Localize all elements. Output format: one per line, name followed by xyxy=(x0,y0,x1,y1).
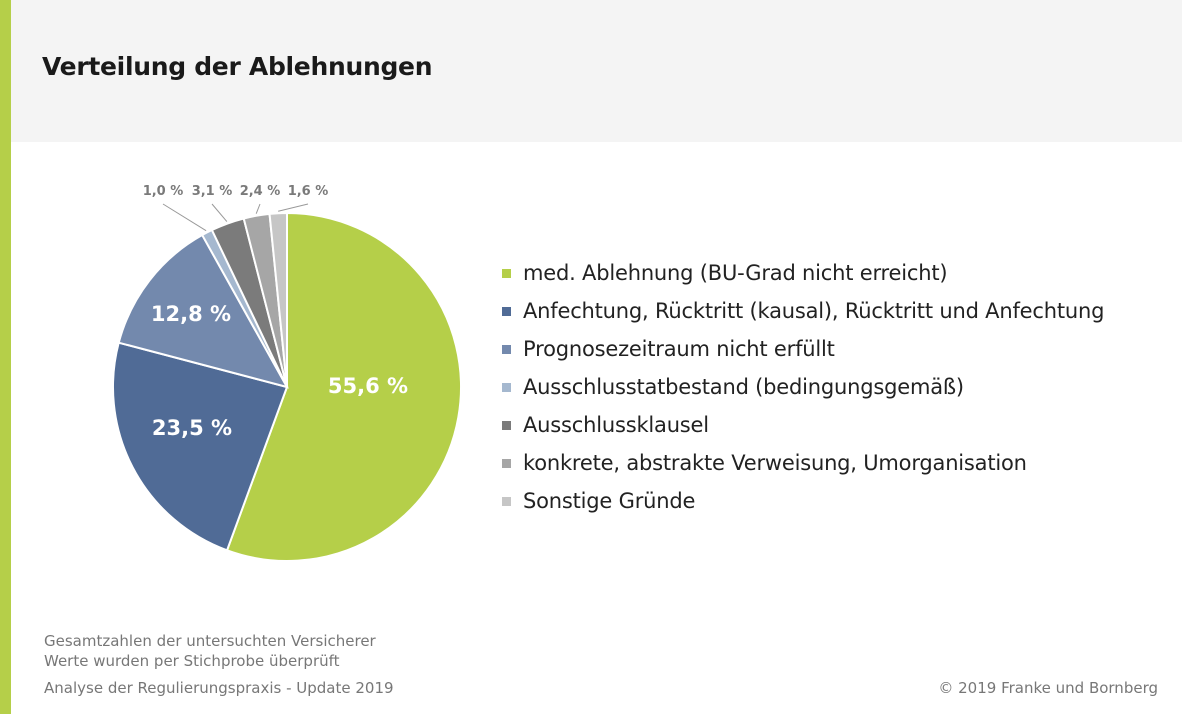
legend-label: med. Ablehnung (BU-Grad nicht erreicht) xyxy=(523,261,948,285)
footnote-sample-scope: Gesamtzahlen der untersuchten Versichere… xyxy=(44,632,376,650)
header-band xyxy=(11,0,1182,142)
legend-item: Ausschlusstatbestand (bedingungsgemäß) xyxy=(502,368,1104,406)
legend-label: konkrete, abstrakte Verweisung, Umorgani… xyxy=(523,451,1027,475)
legend-swatch xyxy=(502,420,511,430)
legend-item: Sonstige Gründe xyxy=(502,482,1104,520)
data-label: 55,6 % xyxy=(328,374,408,398)
pie-slice xyxy=(268,211,288,388)
accent-bar xyxy=(0,0,11,714)
leader-line xyxy=(278,203,309,212)
legend-swatch xyxy=(502,496,511,506)
pie-slice xyxy=(112,341,289,552)
pie-slice xyxy=(117,233,290,389)
leader-line xyxy=(255,203,261,214)
legend-label: Prognosezeitraum nicht erfüllt xyxy=(523,337,835,361)
legend-label: Anfechtung, Rücktritt (kausal), Rücktrit… xyxy=(523,299,1105,323)
data-label: 2,4 % xyxy=(240,184,281,199)
footnote-verification: Werte wurden per Stichprobe überprüft xyxy=(44,652,340,670)
pie-chart: 55,6 % 23,5 % 12,8 % 1,0 % 3,1 % 2,4 % 1,6 % xyxy=(112,184,462,562)
data-label: 3,1 % xyxy=(192,184,233,199)
footnote-source: Analyse der Regulierungspraxis - Update … xyxy=(44,679,394,697)
legend-swatch xyxy=(502,382,511,392)
legend-item: med. Ablehnung (BU-Grad nicht erreicht) xyxy=(502,254,1104,292)
data-label: 1,0 % xyxy=(143,184,184,199)
legend-label: Ausschlusstatbestand (bedingungsgemäß) xyxy=(523,375,964,399)
legend-item: konkrete, abstrakte Verweisung, Umorgani… xyxy=(502,444,1104,482)
legend-item: Anfechtung, Rücktritt (kausal), Rücktrit… xyxy=(502,292,1104,330)
data-label: 12,8 % xyxy=(151,302,231,326)
pie-slice xyxy=(225,211,462,562)
legend-swatch xyxy=(502,344,511,354)
legend-item: Prognosezeitraum nicht erfüllt xyxy=(502,330,1104,368)
legend: med. Ablehnung (BU-Grad nicht erreicht) … xyxy=(502,254,1104,520)
legend-label: Ausschlussklausel xyxy=(523,413,709,437)
legend-label: Sonstige Gründe xyxy=(523,489,696,513)
leader-line xyxy=(162,203,207,232)
data-label: 1,6 % xyxy=(288,184,329,199)
chart-title: Verteilung der Ablehnungen xyxy=(42,52,433,81)
legend-swatch xyxy=(502,458,511,468)
legend-swatch xyxy=(502,268,511,278)
copyright-notice: © 2019 Franke und Bornberg xyxy=(938,679,1158,697)
legend-item: Ausschlussklausel xyxy=(502,406,1104,444)
data-label: 23,5 % xyxy=(152,416,232,440)
legend-swatch xyxy=(502,306,511,316)
leader-line xyxy=(211,203,228,222)
